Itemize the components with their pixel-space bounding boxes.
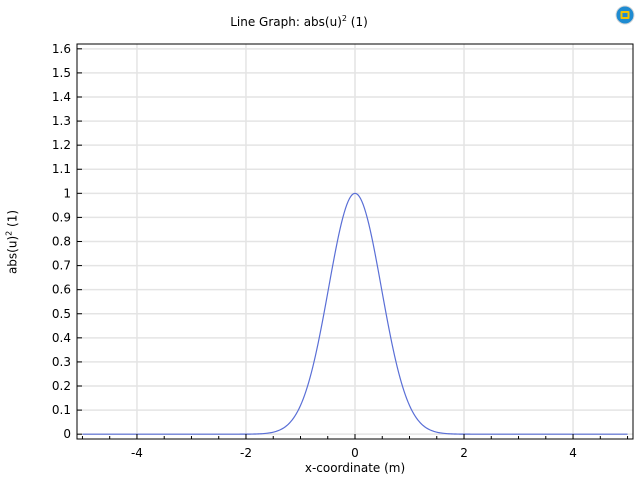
y-tick-label: 0.1 [52, 403, 71, 417]
y-tick-label: 1.2 [52, 138, 71, 152]
y-tick-label: 0.2 [52, 379, 71, 393]
y-tick-label: 1.4 [52, 90, 71, 104]
series-layer [82, 192, 628, 435]
x-tick-label: 0 [351, 446, 359, 460]
y-axis-label: abs(u)2 (1) [4, 209, 20, 275]
grid [77, 44, 633, 439]
y-tick-label: 0.8 [52, 235, 71, 249]
axes: -4 -2 0 2 4 0 0.1 0.2 0.3 0.4 0.5 0.6 0.7 0.8 0.9 1 1.1 1… [52, 42, 629, 460]
x-tick-label: -2 [240, 446, 252, 460]
y-tick-label: 1.6 [52, 42, 71, 56]
y-tick-label: 0.9 [52, 210, 71, 224]
comsol-app-icon[interactable] [615, 5, 635, 25]
y-tick-label: 1.3 [52, 114, 71, 128]
y-tick-label: 0.4 [52, 331, 71, 345]
x-tick-label: -4 [131, 446, 143, 460]
x-tick-label: 4 [569, 446, 577, 460]
y-tick-label: 0 [63, 427, 71, 441]
y-tick-label: 0.7 [52, 259, 71, 273]
x-tick-label: 2 [460, 446, 468, 460]
chart-title: Line Graph: abs(u)2 (1) [230, 14, 368, 29]
y-tick-label: 0.5 [52, 307, 71, 321]
y-tick-label: 1 [63, 186, 71, 200]
y-tick-label: 0.6 [52, 283, 71, 297]
y-tick-label: 0.3 [52, 355, 71, 369]
series-line [82, 192, 628, 435]
y-tick-label: 1.1 [52, 162, 71, 176]
y-tick-label: 1.5 [52, 66, 71, 80]
x-axis-label: x-coordinate (m) [304, 461, 406, 475]
